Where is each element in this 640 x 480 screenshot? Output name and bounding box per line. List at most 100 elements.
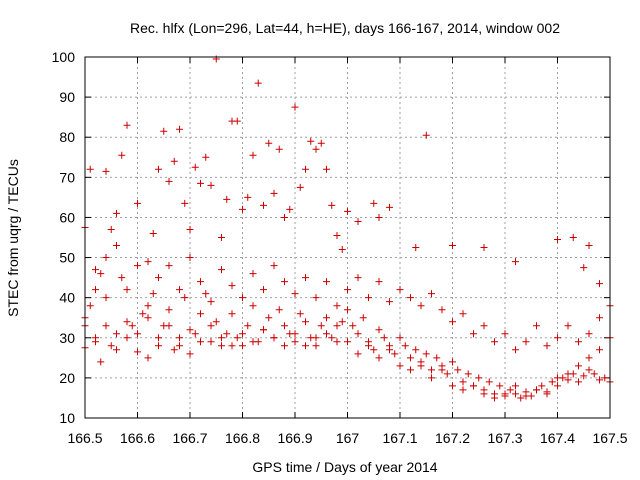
data-point — [464, 370, 472, 378]
data-point — [155, 165, 162, 173]
data-point — [92, 286, 99, 294]
data-point — [470, 382, 477, 390]
data-point — [155, 274, 162, 282]
data-point — [118, 274, 126, 282]
data-point — [596, 376, 603, 384]
data-point — [375, 354, 383, 362]
data-point — [107, 225, 115, 233]
data-point — [554, 236, 561, 244]
data-point — [207, 322, 215, 330]
data-point — [328, 201, 336, 209]
data-point — [265, 139, 273, 147]
data-point — [333, 338, 341, 346]
data-point — [228, 282, 236, 290]
data-point — [354, 330, 362, 338]
data-point — [370, 199, 378, 207]
data-point — [244, 193, 252, 201]
data-point — [144, 314, 152, 322]
data-point — [181, 294, 189, 302]
data-point — [454, 366, 462, 374]
data-point — [543, 342, 551, 350]
data-point — [522, 338, 530, 346]
y-tick-label: 60 — [59, 209, 75, 225]
data-point — [197, 310, 204, 318]
data-point — [470, 330, 477, 338]
data-point — [281, 213, 288, 221]
data-point — [144, 258, 152, 266]
data-point — [197, 338, 204, 346]
data-point — [202, 290, 210, 298]
data-point — [113, 209, 120, 217]
data-point — [575, 362, 582, 370]
data-point — [233, 117, 241, 125]
data-point — [186, 225, 194, 233]
data-point — [407, 366, 414, 374]
data-point — [564, 322, 572, 330]
data-point — [449, 242, 456, 250]
x-tick-label: 167.3 — [487, 430, 522, 446]
data-point — [239, 294, 246, 302]
data-point — [181, 199, 189, 207]
data-point — [176, 125, 183, 133]
data-point — [275, 145, 283, 153]
data-point — [585, 242, 593, 250]
data-point — [459, 378, 467, 386]
data-point — [386, 298, 393, 306]
data-point — [97, 358, 105, 366]
data-point — [270, 189, 278, 197]
data-point — [365, 342, 372, 350]
y-tick-label: 50 — [59, 250, 75, 266]
data-point — [344, 338, 351, 346]
data-point — [281, 342, 288, 350]
data-point — [354, 217, 362, 225]
data-point — [433, 354, 441, 362]
data-point — [160, 127, 168, 135]
data-point — [359, 314, 367, 322]
data-point — [375, 213, 383, 221]
data-points — [81, 55, 614, 402]
data-point — [543, 390, 551, 398]
y-tick-label: 90 — [59, 89, 75, 105]
data-point — [407, 354, 414, 362]
data-point — [354, 274, 362, 282]
data-point — [291, 103, 299, 111]
chart-title: Rec. hlfx (Lon=296, Lat=44, h=HE), days … — [130, 20, 560, 36]
data-point — [86, 165, 94, 173]
data-point — [506, 386, 514, 394]
data-point — [218, 342, 225, 350]
data-point — [307, 137, 315, 145]
data-point — [270, 334, 278, 342]
data-point — [386, 203, 393, 211]
data-point — [554, 374, 561, 382]
data-point — [123, 334, 131, 342]
data-point — [396, 362, 404, 370]
data-point — [375, 326, 383, 334]
data-point — [149, 229, 157, 237]
y-tick-label: 80 — [59, 129, 75, 145]
data-point — [596, 346, 603, 354]
plot-frame — [84, 56, 611, 419]
data-point — [333, 302, 341, 310]
data-point — [113, 346, 120, 354]
data-point — [249, 338, 257, 346]
y-tick-labels: 10 20 30 40 50 60 70 80 90 100 — [52, 49, 76, 426]
data-point — [344, 306, 351, 314]
data-point — [554, 334, 561, 342]
data-point — [417, 362, 425, 370]
data-point — [428, 290, 435, 298]
data-point — [296, 310, 304, 318]
data-point — [228, 342, 236, 350]
data-point — [380, 334, 388, 342]
data-point — [312, 334, 320, 342]
data-point — [218, 266, 225, 274]
data-point — [270, 262, 278, 270]
data-point — [102, 167, 110, 175]
data-point — [176, 334, 183, 342]
x-tick-label: 166.5 — [67, 430, 102, 446]
x-axis-label: GPS time / Days of year 2014 — [252, 459, 437, 475]
data-point — [149, 290, 157, 298]
data-point — [575, 378, 582, 386]
data-point — [260, 201, 267, 209]
data-point — [501, 390, 509, 398]
data-point — [449, 358, 456, 366]
